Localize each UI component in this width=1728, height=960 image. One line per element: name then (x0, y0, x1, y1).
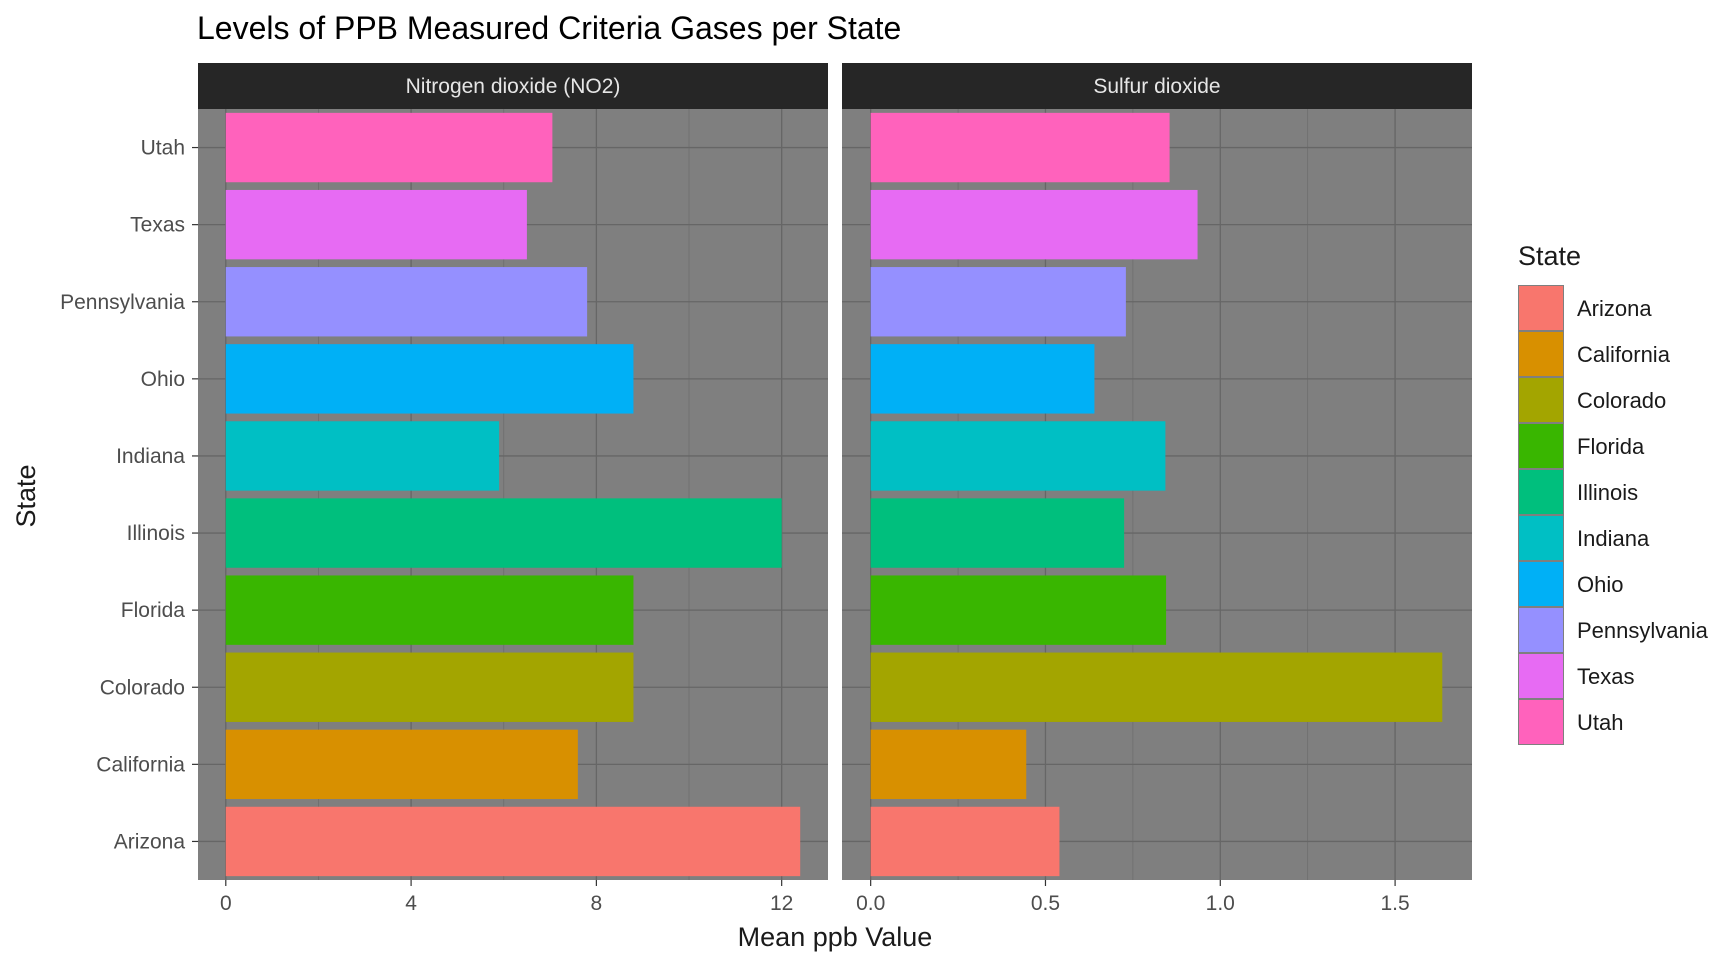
y-tick-label: Pennsylvania (60, 291, 185, 314)
bar-texas (870, 189, 1198, 260)
panel-sulfur-dioxide: Sulfur dioxide 0.0 0.5 1.0 1.5 (842, 63, 1472, 915)
x-tick-label: 0 (220, 892, 232, 915)
legend-label: Colorado (1577, 388, 1666, 413)
bar-florida (870, 575, 1167, 645)
bar-pennsylvania (870, 267, 1126, 337)
legend-key-utah (1519, 700, 1563, 744)
chart-title: Levels of PPB Measured Criteria Gases pe… (197, 10, 901, 46)
legend-key-arizona (1519, 286, 1563, 330)
bar-california (225, 729, 578, 800)
facet-strip (198, 63, 828, 109)
legend-key-pennsylvania (1519, 608, 1563, 652)
y-tick-label: Illinois (127, 522, 185, 545)
bar-indiana (870, 421, 1166, 491)
y-tick-label: Indiana (116, 445, 185, 468)
x-axis-title: Mean ppb Value (738, 922, 933, 952)
legend-label: Ohio (1577, 572, 1623, 597)
bar-colorado (870, 652, 1443, 722)
legend-key-florida (1519, 424, 1563, 468)
y-tick-label: Arizona (114, 830, 186, 853)
facet-panels: Nitrogen dioxide (NO2) 0 4 8 12 Arizona Califo… (60, 63, 1472, 915)
legend-label: Indiana (1577, 526, 1650, 551)
legend-title: State (1518, 241, 1581, 271)
bar-florida (225, 575, 634, 645)
legend-label: Texas (1577, 664, 1634, 689)
bar-ohio (870, 344, 1095, 414)
legend-key-illinois (1519, 470, 1563, 514)
legend-label: Utah (1577, 710, 1623, 735)
bar-pennsylvania (225, 267, 588, 337)
bar-ohio (225, 344, 634, 414)
bar-utah (225, 112, 553, 183)
bar-california (870, 729, 1027, 800)
y-tick-label: Colorado (100, 676, 185, 699)
x-tick-label: 1.0 (1206, 892, 1235, 915)
y-axis-title: State (11, 464, 41, 527)
bar-colorado (225, 652, 634, 722)
legend-key-indiana (1519, 516, 1563, 560)
bar-arizona (870, 806, 1060, 877)
y-tick-label: Utah (141, 137, 185, 160)
panel-nitrogen-dioxide-no2: Nitrogen dioxide (NO2) 0 4 8 12 Arizona Califo… (60, 63, 828, 915)
legend-key-california (1519, 332, 1563, 376)
legend-label: Illinois (1577, 480, 1638, 505)
bar-utah (870, 112, 1170, 183)
bar-illinois (225, 498, 782, 568)
legend-label: Arizona (1577, 296, 1652, 321)
bar-indiana (225, 421, 500, 491)
x-tick-label: 4 (405, 892, 417, 915)
x-tick-label: 12 (770, 892, 793, 915)
legend-key-colorado (1519, 378, 1563, 422)
x-tick-label: 1.5 (1380, 892, 1409, 915)
facet-strip-label: Nitrogen dioxide (NO2) (406, 75, 621, 98)
x-tick-label: 0.5 (1031, 892, 1060, 915)
bar-texas (225, 189, 527, 260)
legend-label: Florida (1577, 434, 1645, 459)
x-tick-label: 0.0 (856, 892, 885, 915)
y-tick-label: Texas (130, 214, 185, 237)
bar-illinois (870, 498, 1125, 568)
legend-key-texas (1519, 654, 1563, 698)
facet-strip-label: Sulfur dioxide (1093, 75, 1220, 98)
x-tick-label: 8 (591, 892, 603, 915)
legend-label: California (1577, 342, 1671, 367)
y-tick-label: California (96, 753, 185, 776)
legend-key-ohio (1519, 562, 1563, 606)
legend: State Arizona California Colorado Florida Il… (1518, 241, 1709, 745)
bar-arizona (225, 806, 801, 877)
y-tick-label: Florida (121, 599, 186, 622)
facet-strip (842, 63, 1472, 109)
legend-label: Pennsylvania (1577, 618, 1709, 643)
y-tick-label: Ohio (141, 368, 185, 391)
